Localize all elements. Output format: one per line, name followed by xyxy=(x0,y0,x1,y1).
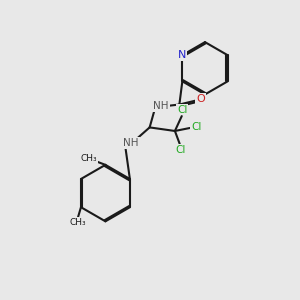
Text: O: O xyxy=(196,94,205,104)
Text: CH₃: CH₃ xyxy=(81,154,98,163)
Text: Cl: Cl xyxy=(191,122,202,132)
Text: NH: NH xyxy=(153,101,169,111)
Text: Cl: Cl xyxy=(177,105,188,115)
Text: NH: NH xyxy=(124,138,139,148)
Text: N: N xyxy=(178,50,187,60)
Text: CH₃: CH₃ xyxy=(69,218,86,227)
Text: Cl: Cl xyxy=(175,145,185,155)
